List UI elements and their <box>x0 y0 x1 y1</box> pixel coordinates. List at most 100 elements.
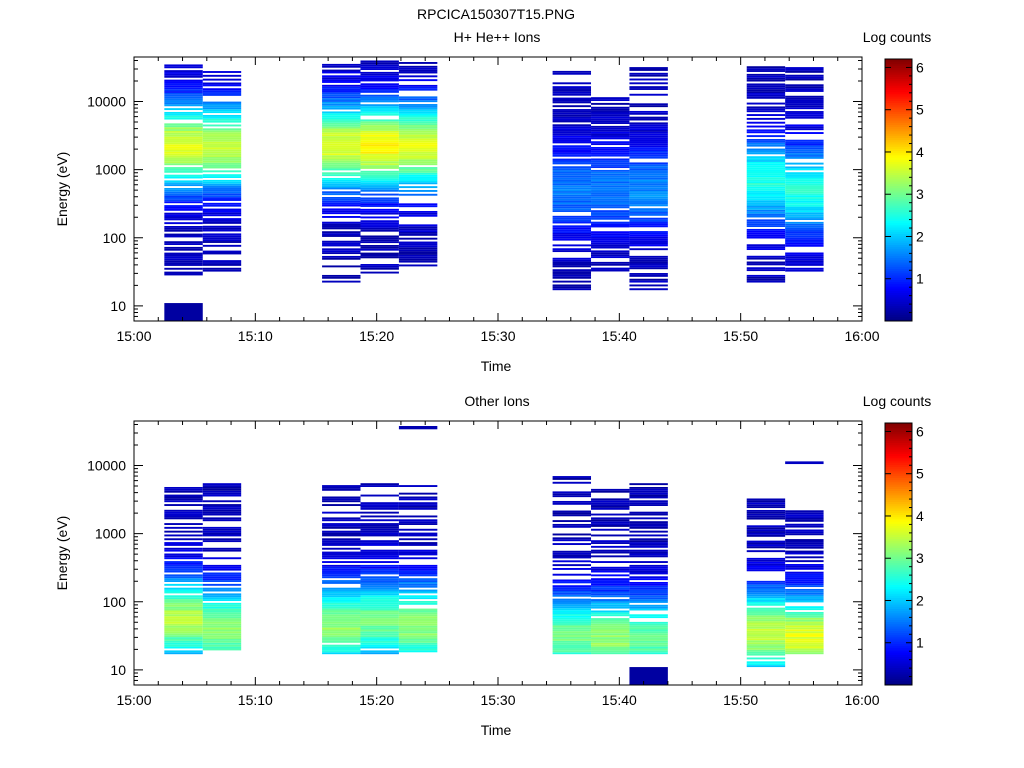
heatmap-cell <box>629 232 668 235</box>
heatmap-cell <box>552 221 592 224</box>
heatmap-cell <box>360 515 399 518</box>
heatmap-cell <box>322 532 361 535</box>
heatmap-cell <box>398 625 438 628</box>
heatmap-cell <box>552 200 592 203</box>
heatmap-cell <box>202 116 242 119</box>
heatmap-cell <box>202 517 242 520</box>
heatmap-cell <box>360 189 399 192</box>
heatmap-cell <box>591 231 630 234</box>
heatmap-cell <box>785 126 824 129</box>
heatmap-cell <box>591 619 630 622</box>
heatmap-cell <box>164 102 203 105</box>
heatmap-cell <box>202 153 242 156</box>
heatmap-cell <box>202 147 242 150</box>
heatmap-cell <box>164 600 203 603</box>
heatmap-cell <box>164 549 203 552</box>
heatmap-cell <box>591 204 630 207</box>
heatmap-cell <box>398 247 438 250</box>
heatmap-cell <box>322 606 361 609</box>
colorbar-segment <box>885 551 912 555</box>
heatmap-cell <box>785 74 824 77</box>
heatmap-cell <box>785 244 824 247</box>
heatmap-cell <box>552 259 592 262</box>
heatmap-cell <box>785 204 824 207</box>
heatmap-cell <box>398 521 438 524</box>
heatmap-cell <box>164 125 203 128</box>
heatmap-cell <box>591 646 630 649</box>
heatmap-cell <box>164 87 203 90</box>
heatmap-cell <box>164 262 203 265</box>
heatmap-cell <box>322 231 361 234</box>
heatmap-cell <box>322 225 361 228</box>
heatmap-cell <box>552 152 592 155</box>
colorbar-segment <box>885 599 912 603</box>
heatmap-cell <box>552 118 592 121</box>
heatmap-cell <box>398 151 438 154</box>
heatmap-cell <box>591 618 630 620</box>
heatmap-cell <box>629 196 668 199</box>
heatmap-cell <box>398 614 438 617</box>
colorbar-segment <box>885 447 912 450</box>
heatmap-cell <box>322 107 361 110</box>
heatmap-cell <box>746 89 786 92</box>
heatmap-cell <box>746 121 786 124</box>
heatmap-cell <box>591 238 630 241</box>
heatmap-cell <box>322 153 361 156</box>
heatmap-cell <box>629 555 668 558</box>
heatmap-cell <box>552 615 592 618</box>
heatmap-cell <box>552 231 592 233</box>
heatmap-cell <box>360 79 399 82</box>
colorbar-segment <box>885 628 912 631</box>
colorbar-segment <box>885 427 912 430</box>
heatmap-cell <box>785 206 824 209</box>
heatmap-cell <box>360 142 399 145</box>
heatmap-cell <box>164 619 203 622</box>
colorbar-segment <box>885 643 912 647</box>
colorbar-segment <box>885 477 912 481</box>
heatmap-cell <box>591 583 630 586</box>
heatmap-cell <box>202 504 242 506</box>
colorbar-tick-label: 3 <box>916 550 924 566</box>
heatmap-cell <box>746 261 786 264</box>
heatmap-cell <box>746 500 786 503</box>
heatmap-cell <box>398 107 438 110</box>
heatmap-cell <box>591 187 630 190</box>
heatmap-cell <box>629 72 668 75</box>
heatmap-cell <box>322 235 361 237</box>
heatmap-cell <box>591 141 630 144</box>
heatmap-cell <box>629 629 668 632</box>
colorbar-segment <box>885 455 912 459</box>
colorbar-segment <box>885 656 912 660</box>
heatmap-cell <box>552 581 592 584</box>
colorbar-segment <box>885 425 912 428</box>
colorbar-segment <box>885 268 912 272</box>
heatmap-cell <box>164 568 203 571</box>
heatmap-cell <box>164 246 203 249</box>
heatmap-cell <box>398 249 438 252</box>
heatmap-cell <box>360 186 399 188</box>
x-tick-label: 15:20 <box>359 328 394 344</box>
colorbar-segment <box>885 580 912 583</box>
heatmap-cell <box>322 543 361 546</box>
heatmap-cell <box>629 234 668 237</box>
heatmap-cell <box>746 586 786 589</box>
heatmap-cell <box>202 114 242 117</box>
heatmap-cell <box>164 504 203 506</box>
heatmap-cell <box>629 103 668 106</box>
heatmap-cell <box>552 286 592 289</box>
heatmap-cell <box>164 576 203 579</box>
heatmap-cell <box>746 211 786 214</box>
heatmap-cell <box>202 92 242 94</box>
heatmap-cell <box>398 113 438 116</box>
heatmap-cell <box>322 122 361 125</box>
heatmap-cell <box>785 114 824 117</box>
heatmap-cell <box>629 248 668 251</box>
heatmap-cell <box>591 160 630 163</box>
heatmap-cell <box>322 517 361 520</box>
heatmap-cell <box>629 185 668 188</box>
heatmap-cell <box>360 568 399 571</box>
heatmap-cell <box>552 234 592 237</box>
heatmap-cell <box>746 567 786 570</box>
heatmap-cell <box>360 532 399 535</box>
heatmap-cell <box>164 543 203 546</box>
